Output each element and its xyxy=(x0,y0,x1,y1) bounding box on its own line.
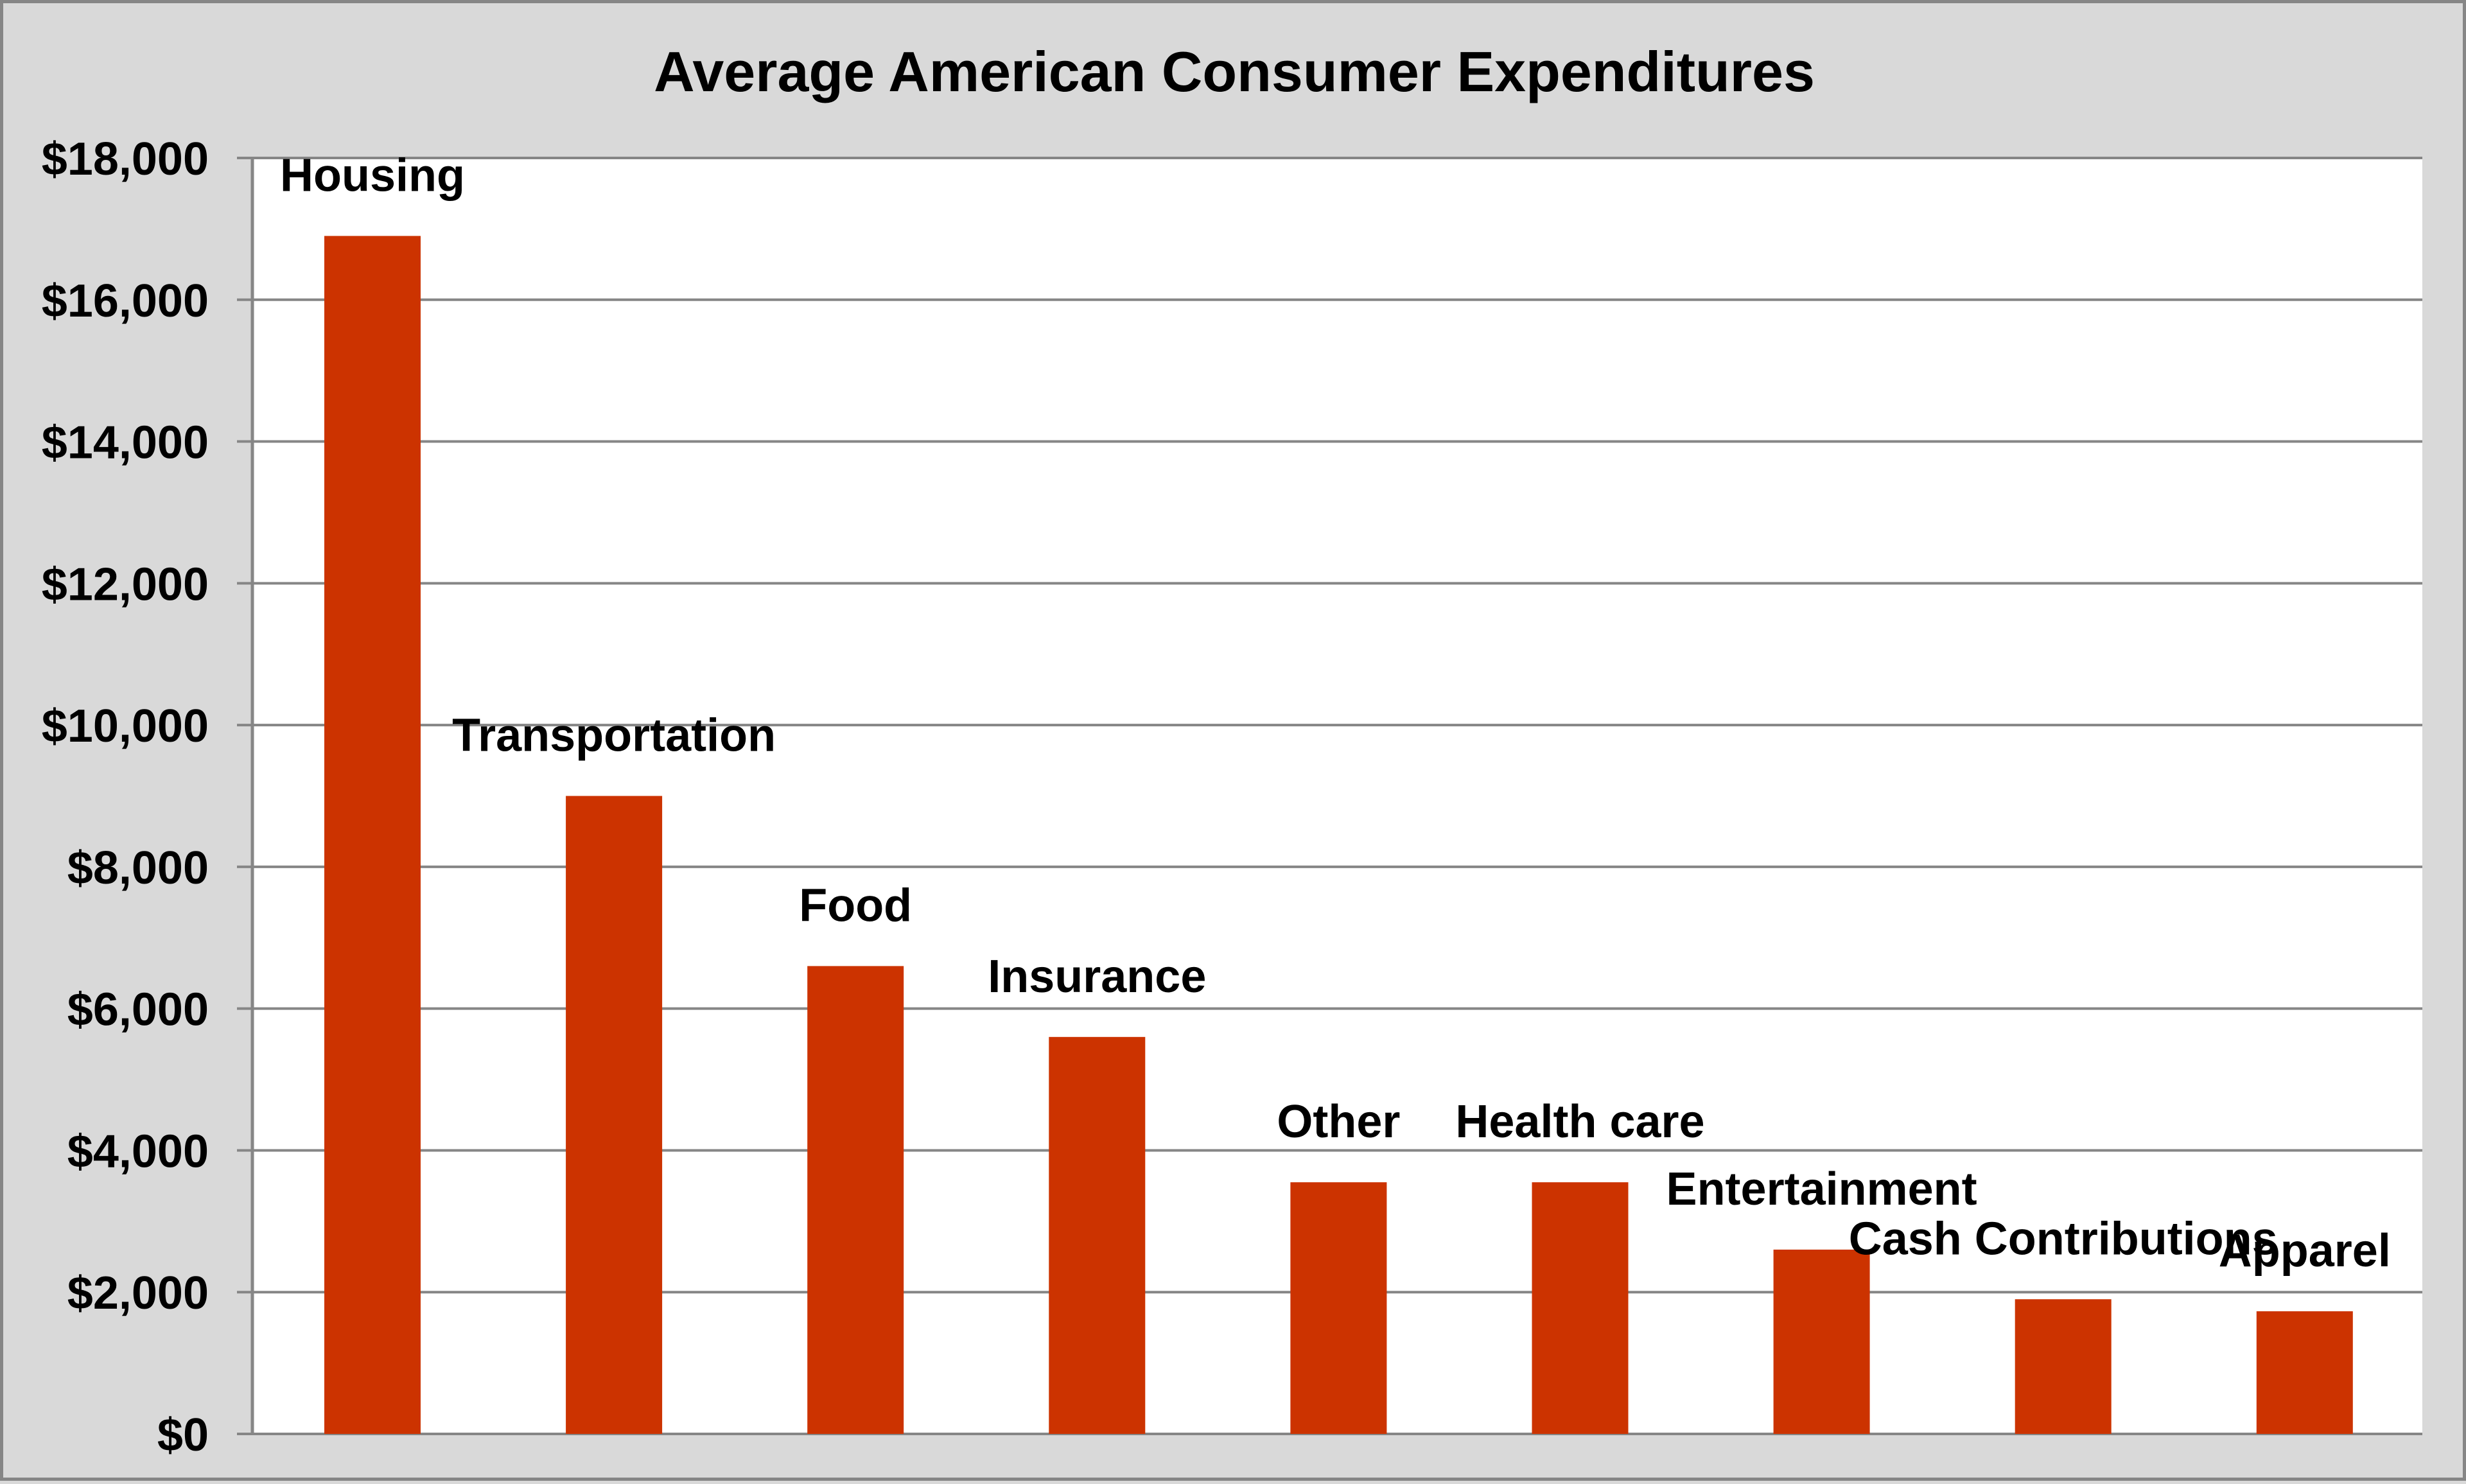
y-tick-label: $12,000 xyxy=(42,559,209,610)
y-tick-label: $8,000 xyxy=(67,842,209,894)
bar-cash-contributions xyxy=(2015,1299,2112,1434)
bar-label: Health care xyxy=(1455,1096,1704,1148)
y-tick-label: $16,000 xyxy=(42,275,209,327)
bar-apparel xyxy=(2256,1311,2353,1434)
bar-label: Transportation xyxy=(452,710,776,762)
y-tick-label: $10,000 xyxy=(42,701,209,752)
bar-insurance xyxy=(1049,1036,1146,1434)
bar-labels: Housing Transportation Food Insurance Other H… xyxy=(280,150,2391,1277)
bar-health-care xyxy=(1532,1182,1629,1434)
bar-label: Entertainment xyxy=(1666,1164,1977,1215)
bars xyxy=(324,236,2353,1435)
bar-food xyxy=(807,966,904,1434)
bar-label: Housing xyxy=(280,150,465,201)
bar-entertainment xyxy=(1773,1249,1870,1434)
bar-label: Food xyxy=(799,880,912,931)
chart-title: Average American Consumer Expenditures xyxy=(654,40,1815,103)
bar-housing xyxy=(324,236,421,1435)
y-tick-label: $4,000 xyxy=(67,1126,209,1177)
bar-chart: Average American Consumer Expenditures $… xyxy=(42,40,2422,1461)
bar-label: Insurance xyxy=(988,951,1206,1002)
bar-label: Apparel xyxy=(2219,1225,2391,1277)
y-tick-label: $2,000 xyxy=(67,1268,209,1319)
bar-label: Other xyxy=(1277,1096,1400,1148)
bar-other xyxy=(1290,1182,1387,1434)
y-tick-label: $14,000 xyxy=(42,417,209,469)
bar-transportation xyxy=(566,796,663,1434)
bar-label: Cash Contributions xyxy=(1849,1213,2278,1264)
y-tick-label: $6,000 xyxy=(67,984,209,1036)
y-tick-label: $18,000 xyxy=(42,134,209,185)
y-tick-label: $0 xyxy=(157,1410,209,1461)
y-axis-tick-labels: $0 $2,000 $4,000 $6,000 $8,000 $10,000 $12,000… xyxy=(42,134,209,1461)
